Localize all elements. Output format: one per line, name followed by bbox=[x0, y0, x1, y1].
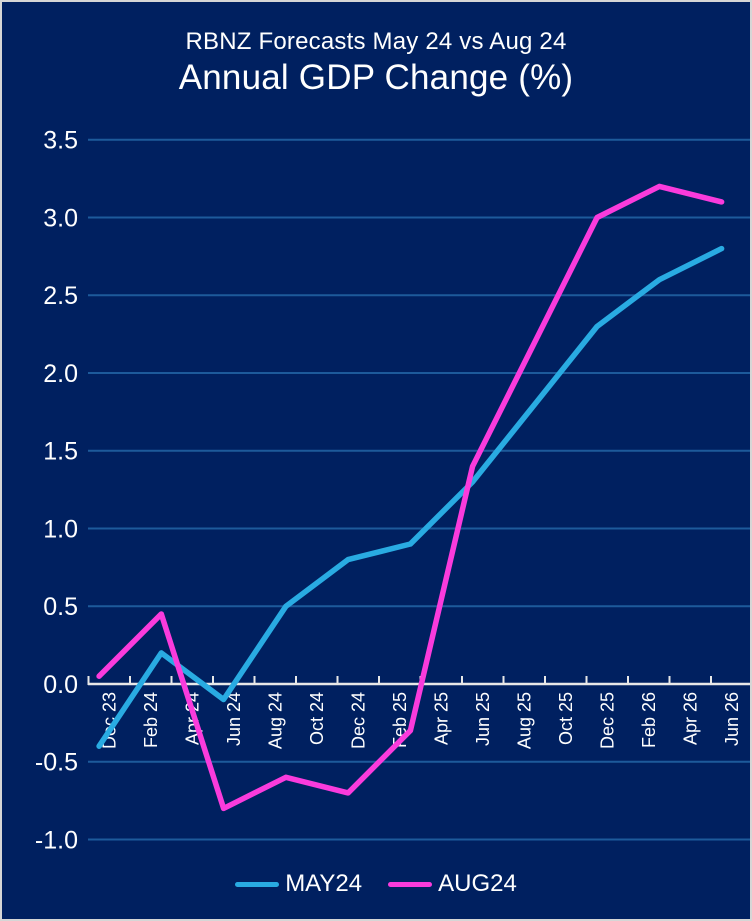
legend-swatch-may24 bbox=[235, 881, 280, 887]
series-line-aug24 bbox=[96, 183, 725, 812]
y-axis-tick-label: -0.5 bbox=[35, 749, 78, 777]
chart-title: RBNZ Forecasts May 24 vs Aug 24 bbox=[185, 28, 567, 55]
legend-label: AUG24 bbox=[438, 870, 517, 897]
y-axis-tick-label: 2.0 bbox=[43, 360, 78, 388]
x-axis-label: Jun 26 bbox=[722, 692, 742, 746]
y-axis-tick-label: 3.5 bbox=[43, 127, 78, 155]
y-axis-tick-label: 0.5 bbox=[43, 593, 78, 621]
legend-item-may24: MAY24 bbox=[235, 870, 362, 898]
chart-legend: MAY24 AUG24 bbox=[2, 870, 750, 898]
legend-swatch-aug24 bbox=[388, 881, 433, 887]
legend-label: MAY24 bbox=[285, 870, 363, 897]
x-axis-label: Oct 25 bbox=[556, 692, 576, 745]
series-line-may24 bbox=[96, 245, 725, 749]
y-axis-tick-label: -1.0 bbox=[35, 826, 78, 854]
x-axis-label: Apr 25 bbox=[432, 692, 452, 745]
x-axis-label: Oct 24 bbox=[307, 692, 327, 745]
legend-item-aug24: AUG24 bbox=[388, 870, 517, 898]
x-axis-label: Jun 25 bbox=[473, 692, 493, 746]
x-axis-label: Jun 24 bbox=[224, 692, 244, 746]
x-axis-label: Feb 26 bbox=[639, 692, 659, 748]
y-axis-tick-label: 0.0 bbox=[43, 671, 78, 699]
x-axis-label: Aug 25 bbox=[515, 692, 535, 749]
y-axis-tick-label: 1.5 bbox=[43, 438, 78, 466]
x-axis-label: Dec 25 bbox=[598, 692, 618, 749]
y-axis-tick-label: 1.0 bbox=[43, 515, 78, 543]
x-axis-label: Dec 24 bbox=[349, 692, 369, 749]
chart-subtitle: Annual GDP Change (%) bbox=[178, 58, 574, 97]
x-axis-label: Aug 24 bbox=[266, 692, 286, 749]
y-axis-tick-label: 3.0 bbox=[43, 204, 78, 232]
x-axis-label: Feb 24 bbox=[141, 692, 161, 748]
x-axis-label: Apr 26 bbox=[681, 692, 701, 745]
y-axis-tick-label: 2.5 bbox=[43, 282, 78, 310]
